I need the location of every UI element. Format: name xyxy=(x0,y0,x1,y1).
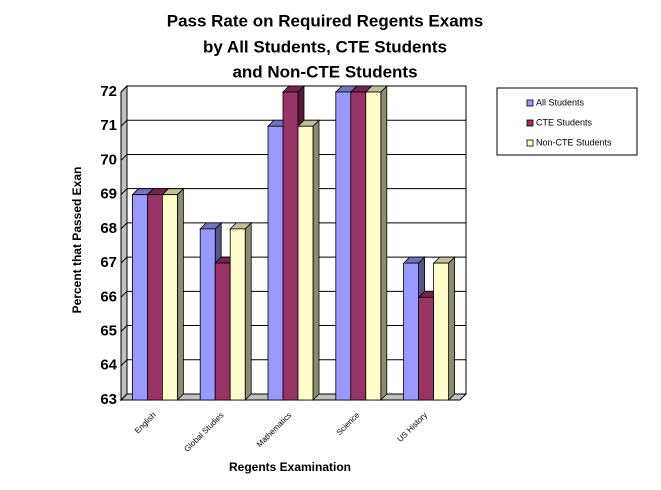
bar-side xyxy=(448,256,456,401)
legend-label: All Students xyxy=(536,97,585,107)
legend-box xyxy=(496,87,638,156)
bar xyxy=(418,296,435,401)
bar xyxy=(229,228,246,401)
legend-label: CTE Students xyxy=(536,117,593,127)
y-axis-label: Percent that Passed Exan xyxy=(70,167,84,314)
bar xyxy=(161,194,178,401)
bar-side xyxy=(176,187,184,401)
chart-title: Pass Rate on Required Regents Exams xyxy=(167,11,484,30)
y-tick-label: 68 xyxy=(100,220,117,237)
bar xyxy=(267,125,284,401)
y-tick-label: 67 xyxy=(100,254,117,271)
x-tick-label: Mathematics xyxy=(255,411,293,449)
bar xyxy=(433,262,450,401)
bar xyxy=(335,91,352,401)
x-tick-label: Global Studies xyxy=(182,411,225,454)
bar xyxy=(403,262,420,401)
x-tick-label: Science xyxy=(335,410,362,437)
bar xyxy=(365,91,382,401)
bar xyxy=(350,91,367,401)
y-tick-label: 71 xyxy=(100,117,117,134)
legend-key xyxy=(526,99,534,107)
x-tick-label: English xyxy=(133,411,158,436)
y-tick-label: 69 xyxy=(100,186,117,203)
bar xyxy=(131,194,148,401)
y-tick-label: 64 xyxy=(100,357,117,374)
x-tick-label: US History xyxy=(396,411,429,444)
bar xyxy=(146,194,163,401)
x-axis-label: Regents Examination xyxy=(229,460,351,474)
bar xyxy=(199,228,216,401)
bar-side xyxy=(244,221,252,401)
chart-title: by All Students, CTE Students xyxy=(203,37,447,56)
bar-side xyxy=(380,85,388,401)
y-tick-label: 70 xyxy=(100,151,117,168)
y-tick-label: 66 xyxy=(100,288,117,305)
y-tick-label: 72 xyxy=(100,83,117,100)
legend-key xyxy=(526,139,534,147)
bar xyxy=(214,262,231,401)
y-tick-label: 65 xyxy=(100,323,117,340)
bar-side xyxy=(312,119,320,401)
chart-title: and Non-CTE Students xyxy=(232,62,417,81)
y-tick-label: 63 xyxy=(100,391,117,408)
legend-label: Non-CTE Students xyxy=(536,137,612,147)
bar xyxy=(297,125,314,401)
bar xyxy=(282,91,299,401)
legend-key xyxy=(526,119,534,127)
left-wall xyxy=(120,84,128,402)
